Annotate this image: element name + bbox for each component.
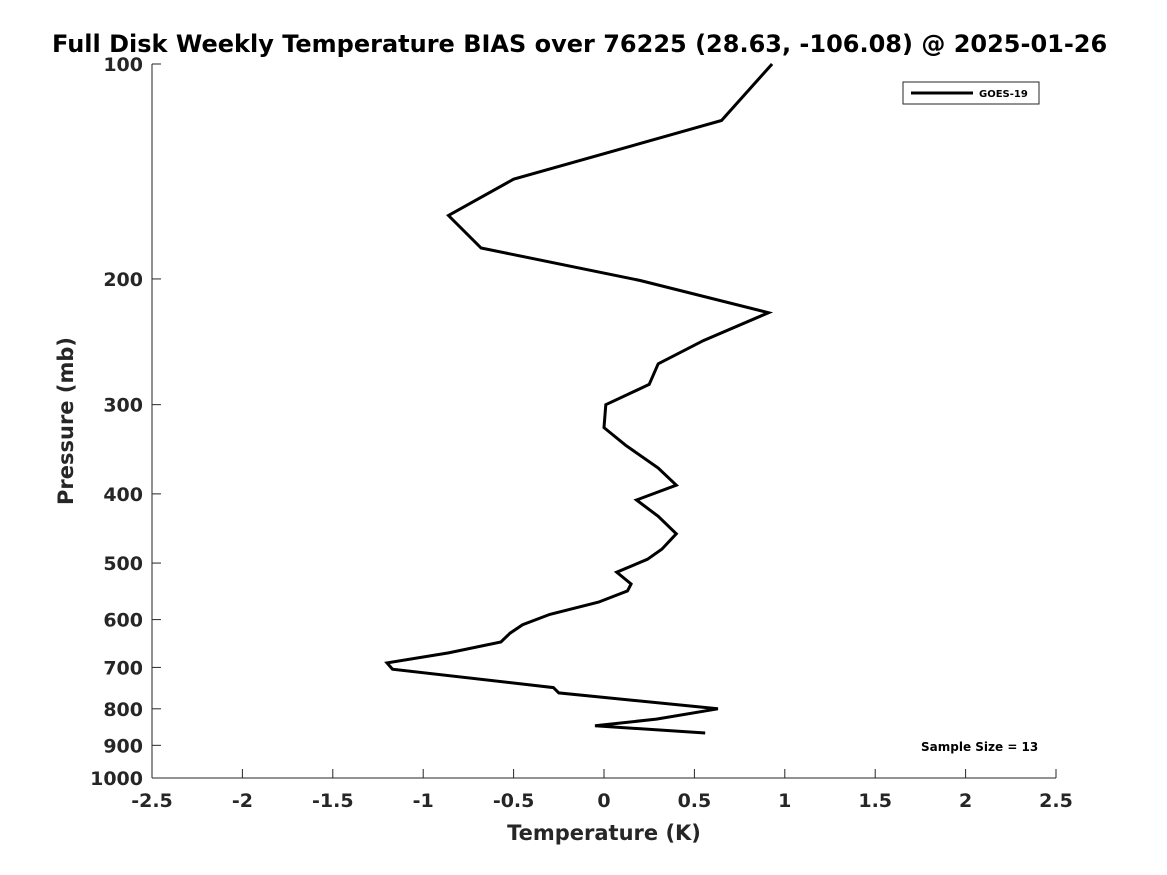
y-tick-label: 1000 [90, 768, 143, 790]
x-tick-label: -2 [232, 790, 253, 812]
x-tick-label: 2 [959, 790, 972, 812]
x-tick-label: -2.5 [131, 790, 173, 812]
y-tick-label: 800 [103, 699, 143, 721]
series-line-goes-19 [384, 62, 774, 735]
y-tick-label: 100 [103, 54, 143, 76]
x-axis-label: Temperature (K) [507, 821, 701, 845]
legend: GOES-19 [902, 81, 1040, 105]
y-tick-label: 600 [103, 610, 143, 632]
x-tick-label: 1 [778, 790, 791, 812]
y-tick-label: 300 [103, 395, 143, 417]
x-tick-label: 0.5 [678, 790, 712, 812]
y-tick-label: 900 [103, 735, 143, 757]
series-layer [384, 62, 774, 735]
y-tick-label: 400 [103, 484, 143, 506]
y-tick-label: 500 [103, 553, 143, 575]
chart-title: Full Disk Weekly Temperature BIAS over 7… [52, 30, 1107, 58]
x-tick-label: 1.5 [858, 790, 892, 812]
x-tick-label: 0 [597, 790, 610, 812]
y-axis-label: Pressure (mb) [54, 337, 78, 505]
x-tick-label: -0.5 [493, 790, 535, 812]
y-tick-label: 200 [103, 269, 143, 291]
y-ticks: 100 200 300 400 500 600 700 800 900 1000 [90, 54, 161, 790]
sample-size-annotation: Sample Size = 13 [921, 740, 1038, 754]
x-ticks: -2.5 -2 -1.5 -1 -0.5 0 0.5 1 1.5 2 2.5 [131, 769, 1073, 812]
y-tick-label: 700 [103, 657, 143, 679]
x-tick-label: 2.5 [1039, 790, 1073, 812]
legend-label: GOES-19 [979, 89, 1028, 100]
x-tick-label: -1.5 [312, 790, 354, 812]
x-tick-label: -1 [413, 790, 434, 812]
